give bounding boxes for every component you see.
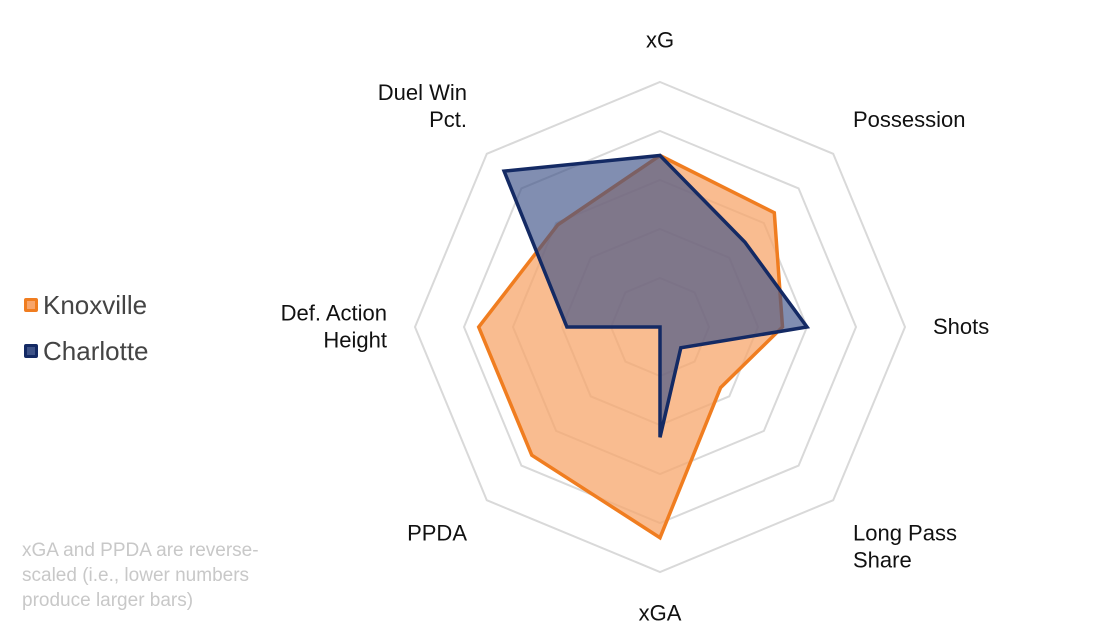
axis-label-4: xGA xyxy=(639,600,682,625)
axis-label-line: PPDA xyxy=(407,520,467,545)
legend-swatch-knoxville xyxy=(24,298,38,312)
axis-label-5: PPDA xyxy=(407,520,467,545)
axis-label-0: xG xyxy=(646,27,674,52)
axis-label-line: xGA xyxy=(639,600,682,625)
legend-item-charlotte[interactable]: Charlotte xyxy=(24,328,149,374)
axis-label-line: Def. Action xyxy=(281,300,387,325)
chart-footnote: xGA and PPDA are reverse-scaled (i.e., l… xyxy=(22,540,259,611)
axis-label-1: Possession xyxy=(853,107,966,132)
axis-labels: xG Possession Shots Long Pass Share xGA PPDA De… xyxy=(281,27,990,625)
axis-label-7: Duel Win Pct. xyxy=(378,80,467,132)
axis-label-3: Long Pass Share xyxy=(853,520,957,572)
axis-label-line: Height xyxy=(323,327,387,352)
chart-legend: Knoxville Charlotte xyxy=(24,282,149,374)
legend-swatch-charlotte xyxy=(24,344,38,358)
axis-label-line: xG xyxy=(646,27,674,52)
axis-label-line: Possession xyxy=(853,107,966,132)
series-area-charlotte xyxy=(501,153,811,438)
legend-label-knoxville: Knoxville xyxy=(43,289,148,320)
legend-item-knoxville[interactable]: Knoxville xyxy=(24,282,149,328)
radar-series-areas xyxy=(476,153,811,541)
axis-label-line: Pct. xyxy=(429,107,467,132)
grid-ring-5 xyxy=(413,80,907,574)
axis-label-line: Shots xyxy=(933,314,989,339)
axis-label-6: Def. Action Height xyxy=(281,300,387,352)
axis-label-2: Shots xyxy=(933,314,989,339)
axis-label-line: Share xyxy=(853,547,912,572)
axis-label-line: Duel Win xyxy=(378,80,467,105)
axis-label-line: Long Pass xyxy=(853,520,957,545)
legend-label-charlotte: Charlotte xyxy=(43,335,149,366)
